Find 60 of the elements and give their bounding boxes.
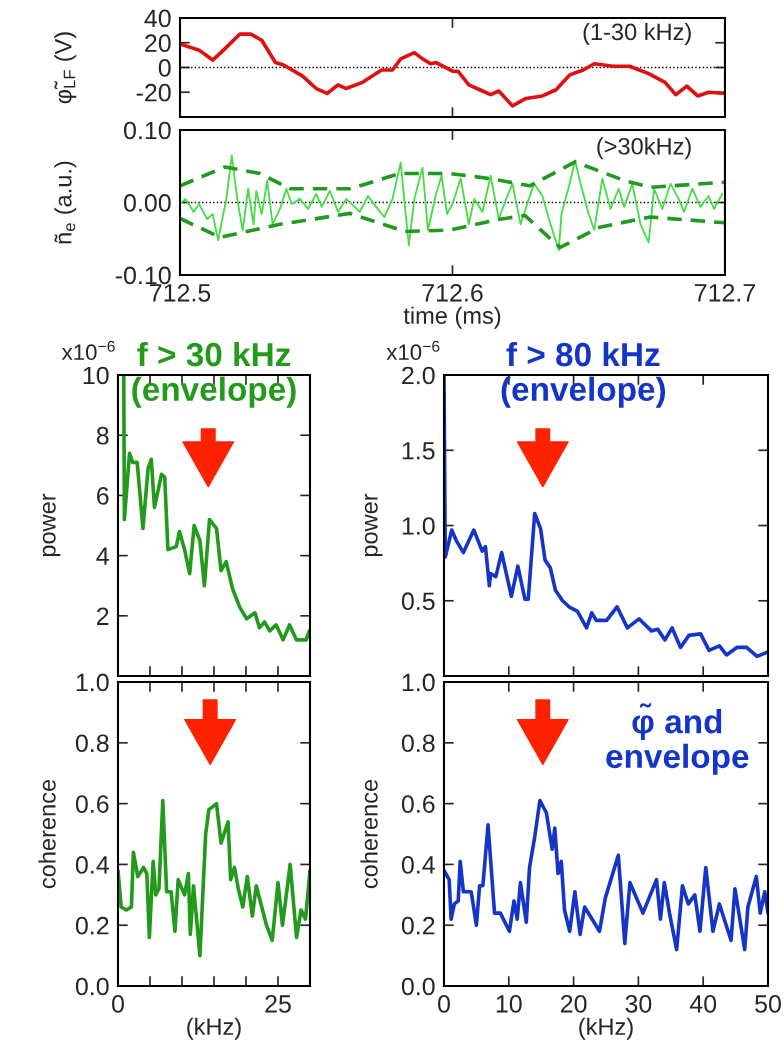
- y-tick-label: 0.4: [75, 856, 109, 874]
- y-tick-label: 1.0: [402, 517, 435, 535]
- y-axis-title: coherence: [360, 779, 378, 889]
- x-tick-label: 0: [112, 995, 124, 1013]
- y-tick-label: 0.8: [401, 734, 435, 753]
- x-tick-label: 0: [438, 995, 450, 1013]
- y-axis-title: coherence: [38, 779, 56, 889]
- x-tick-label: 30: [625, 995, 652, 1013]
- x-tick-label: 712.5: [150, 283, 211, 302]
- annotation: (1-30 kHz): [583, 22, 691, 45]
- line-series: [121, 375, 310, 642]
- x-tick-label: 712.6: [422, 283, 483, 302]
- y-tick-label: 0.6: [401, 795, 435, 813]
- line-series: [443, 798, 769, 952]
- y-tick-label: 1.0: [76, 673, 109, 692]
- y-tick-label: 2.0: [402, 366, 435, 385]
- y-tick-label: 8: [96, 426, 109, 445]
- y-tick-label: 0.6: [75, 795, 109, 813]
- y-axis-title: φ̃$_{LF}$ (V): [54, 32, 77, 104]
- chart-title: f > 30 kHz (envelope): [132, 341, 296, 408]
- x-axis-title: (kHz): [187, 1017, 241, 1040]
- y-axis-title: power: [42, 493, 61, 557]
- line-series: [180, 211, 725, 250]
- y-tick-label: 0.10: [124, 121, 171, 140]
- y-tick-label: 0.5: [401, 592, 435, 611]
- chart-title: f > 80 kHz (envelope): [501, 341, 666, 408]
- x-tick-label: 50: [755, 995, 781, 1013]
- y-tick-label: 10: [83, 366, 109, 385]
- y-tick-label: 2: [97, 607, 109, 625]
- y-tick-label: 6: [97, 487, 109, 505]
- x-tick-label: 10: [496, 995, 522, 1013]
- y-tick-label: 1.5: [402, 442, 435, 460]
- y-tick-label: 0.0: [75, 977, 109, 996]
- y-tick-label: -20: [136, 83, 171, 102]
- y-tick-label: 4: [96, 547, 109, 565]
- text: x10$^{−6}$: [386, 340, 440, 361]
- y-axis-title: power: [364, 493, 383, 557]
- y-tick-label: 20: [145, 34, 171, 53]
- x-axis-title: (kHz): [579, 1017, 633, 1040]
- y-tick-label: 0.4: [401, 856, 435, 874]
- x-axis-title: time (ms): [403, 306, 501, 329]
- y-tick-label: 0.2: [75, 916, 109, 935]
- line-series: [180, 160, 725, 191]
- text: x10$^{−6}$: [61, 340, 115, 361]
- y-axis-title: ñ$_{e}$ (a.u.): [54, 161, 77, 244]
- y-tick-label: 0.0: [401, 977, 435, 996]
- y-tick-label: 0.2: [401, 916, 435, 935]
- y-tick-label: 1.0: [402, 673, 435, 692]
- y-tick-label: 0.8: [75, 734, 109, 753]
- y-tick-label: -0.10: [115, 266, 171, 285]
- y-tick-label: 40: [144, 9, 171, 28]
- x-tick-label: 20: [560, 995, 587, 1013]
- text: φ̃ and envelope: [606, 703, 749, 775]
- x-tick-label: 712.7: [694, 283, 755, 302]
- x-tick-label: 25: [265, 995, 291, 1013]
- y-tick-label: 0: [158, 59, 171, 77]
- x-tick-label: 40: [689, 995, 717, 1013]
- line-series: [117, 798, 310, 958]
- y-tick-label: 0.00: [124, 194, 171, 212]
- annotation: (>30kHz): [597, 137, 691, 160]
